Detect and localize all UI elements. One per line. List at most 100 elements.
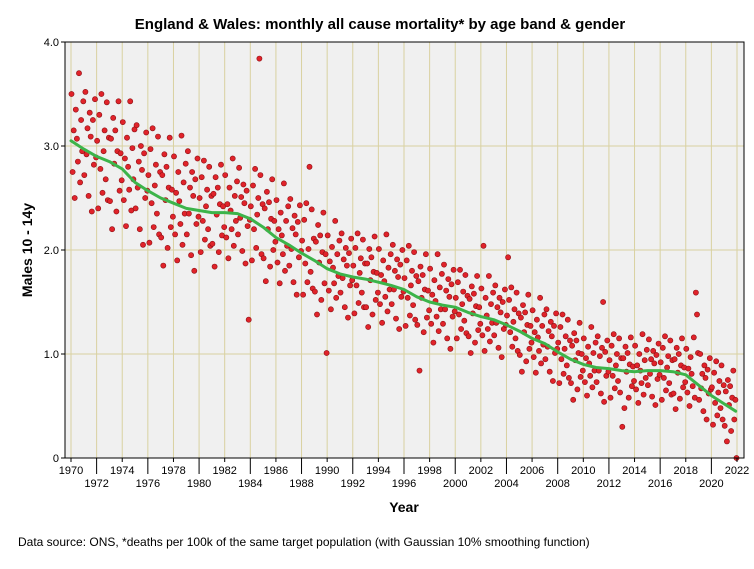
x-tick-label: 1988 — [289, 478, 313, 490]
data-point — [407, 282, 414, 289]
data-point — [444, 335, 451, 342]
data-point — [653, 352, 660, 358]
data-point — [357, 255, 364, 262]
data-point — [289, 225, 296, 232]
data-point — [172, 231, 178, 238]
x-tick-label: 2012 — [597, 478, 621, 490]
data-point — [262, 278, 269, 285]
data-point — [160, 262, 167, 269]
data-point — [545, 328, 552, 334]
data-point — [580, 335, 587, 342]
data-point — [445, 276, 452, 282]
data-point — [275, 226, 282, 233]
data-point — [303, 200, 310, 207]
data-point — [724, 438, 730, 445]
data-point — [543, 306, 550, 313]
data-point — [694, 311, 700, 318]
data-point — [238, 194, 245, 200]
data-point — [338, 230, 345, 237]
data-point — [510, 318, 517, 325]
data-point — [183, 231, 190, 238]
data-point — [501, 286, 508, 293]
data-point — [119, 119, 126, 125]
data-point — [443, 287, 450, 294]
data-point — [712, 399, 718, 406]
data-point — [482, 294, 489, 301]
data-point — [107, 198, 113, 204]
data-point — [461, 317, 468, 324]
data-point — [196, 195, 203, 201]
x-tick-label: 1974 — [110, 465, 134, 477]
y-tick-label: 1.0 — [44, 349, 59, 361]
data-point — [638, 380, 645, 386]
data-point — [180, 179, 187, 186]
data-point — [261, 205, 268, 212]
data-point — [85, 192, 92, 199]
data-point — [116, 187, 123, 194]
data-point — [127, 98, 134, 105]
data-point — [122, 155, 128, 162]
data-point — [359, 236, 366, 243]
data-point — [245, 316, 252, 323]
data-point — [271, 217, 278, 224]
y-tick-label: 2.0 — [44, 245, 59, 257]
data-point — [396, 326, 403, 332]
data-point — [68, 91, 75, 97]
data-point — [570, 396, 577, 403]
data-point — [680, 384, 686, 391]
data-point — [562, 333, 569, 340]
data-point — [294, 218, 301, 225]
data-point — [477, 320, 484, 327]
data-point — [569, 342, 575, 349]
data-point — [458, 326, 464, 332]
data-point — [145, 172, 152, 178]
data-point — [711, 369, 717, 376]
data-point — [553, 310, 559, 317]
data-point — [555, 339, 562, 346]
data-point — [229, 155, 236, 162]
data-point — [318, 296, 325, 303]
data-point — [235, 231, 241, 238]
data-point — [126, 186, 133, 193]
data-point — [148, 200, 155, 207]
data-point — [140, 241, 146, 248]
data-point — [702, 374, 709, 381]
data-point — [486, 338, 493, 345]
data-point — [645, 382, 651, 389]
x-tick-label: 2016 — [648, 478, 672, 490]
data-point — [574, 386, 581, 393]
data-point — [451, 308, 458, 315]
data-point — [661, 374, 667, 381]
data-point — [293, 291, 300, 298]
data-point — [710, 421, 716, 428]
data-point — [631, 378, 637, 384]
data-point — [497, 309, 504, 316]
data-point — [459, 301, 466, 307]
data-point — [353, 282, 360, 289]
data-point — [307, 268, 314, 275]
data-point — [378, 272, 384, 278]
data-point — [419, 272, 426, 278]
data-point — [325, 287, 332, 294]
data-point — [655, 340, 662, 347]
data-point — [102, 176, 109, 183]
data-point — [296, 202, 303, 209]
data-point — [151, 182, 158, 189]
y-axis: 0 1.0 2.0 3.0 4.0 — [44, 37, 65, 465]
data-point — [636, 351, 643, 357]
data-point — [230, 242, 237, 249]
data-points — [68, 55, 740, 461]
data-point — [91, 161, 97, 168]
data-point — [429, 291, 436, 298]
data-point — [306, 163, 313, 170]
data-point — [547, 318, 554, 325]
data-point — [295, 254, 302, 261]
data-point — [272, 238, 279, 245]
data-point — [499, 299, 506, 305]
data-point — [100, 148, 107, 155]
data-point — [727, 383, 733, 390]
data-point — [624, 350, 631, 356]
data-point — [688, 370, 695, 377]
data-point — [366, 246, 373, 252]
data-point — [577, 373, 584, 380]
